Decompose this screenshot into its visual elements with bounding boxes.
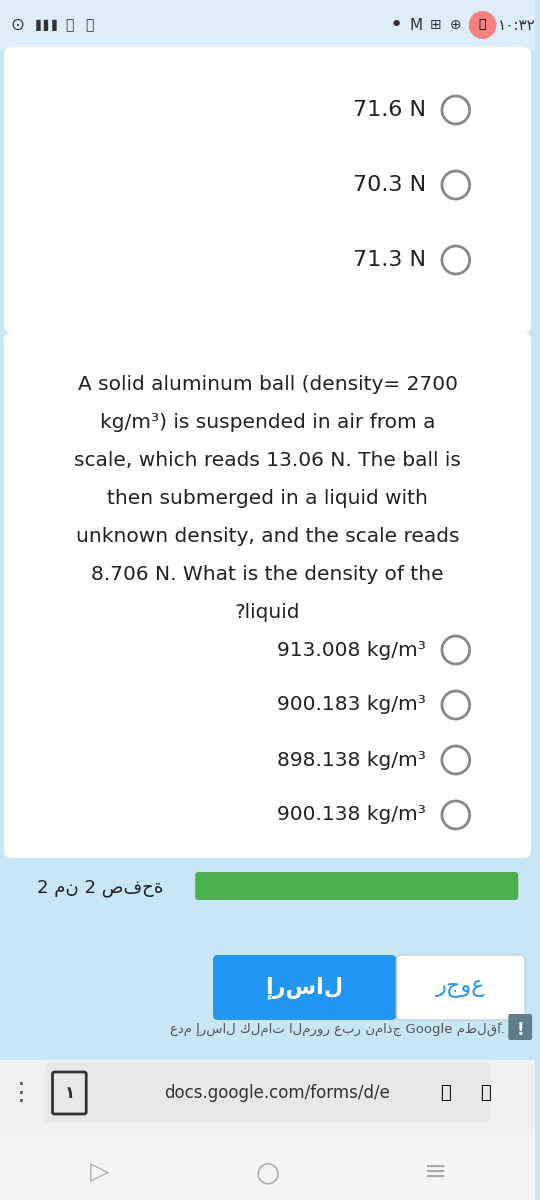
Text: 📶: 📶 bbox=[65, 18, 73, 32]
Text: 898.138 kg/m³: 898.138 kg/m³ bbox=[277, 750, 426, 769]
Text: M: M bbox=[410, 18, 423, 32]
Text: ⊕: ⊕ bbox=[450, 18, 462, 32]
Text: •: • bbox=[390, 14, 403, 35]
Text: 2 من 2 صفحة: 2 من 2 صفحة bbox=[37, 878, 164, 898]
Text: 71.6 N: 71.6 N bbox=[353, 100, 426, 120]
Circle shape bbox=[469, 11, 496, 38]
Text: ⊞: ⊞ bbox=[430, 18, 442, 32]
Text: 71.3 N: 71.3 N bbox=[353, 250, 426, 270]
Text: scale, which reads 13.06 N. The ball is: scale, which reads 13.06 N. The ball is bbox=[74, 451, 461, 470]
Text: ▷: ▷ bbox=[90, 1160, 109, 1184]
FancyBboxPatch shape bbox=[4, 47, 531, 332]
Text: 🎤: 🎤 bbox=[479, 18, 487, 31]
FancyBboxPatch shape bbox=[0, 860, 535, 955]
Text: 913.008 kg/m³: 913.008 kg/m³ bbox=[277, 641, 426, 660]
Text: ▐▐▐: ▐▐▐ bbox=[32, 19, 57, 31]
FancyBboxPatch shape bbox=[508, 1014, 532, 1040]
FancyBboxPatch shape bbox=[0, 1135, 535, 1200]
Text: !: ! bbox=[516, 1021, 524, 1039]
Text: ١٠:٣٢: ١٠:٣٢ bbox=[498, 18, 536, 32]
FancyBboxPatch shape bbox=[45, 1063, 490, 1123]
Text: 900.138 kg/m³: 900.138 kg/m³ bbox=[277, 805, 426, 824]
FancyBboxPatch shape bbox=[396, 955, 525, 1020]
Text: A solid aluminum ball (density= 2700: A solid aluminum ball (density= 2700 bbox=[78, 374, 457, 394]
Text: docs.google.com/forms/d/e: docs.google.com/forms/d/e bbox=[165, 1084, 390, 1102]
Text: kg/m³) is suspended in air from a: kg/m³) is suspended in air from a bbox=[100, 413, 435, 432]
Text: ١: ١ bbox=[64, 1084, 75, 1102]
FancyBboxPatch shape bbox=[0, 1060, 535, 1135]
FancyBboxPatch shape bbox=[0, 0, 535, 50]
Text: 8.706 N. What is the density of the: 8.706 N. What is the density of the bbox=[91, 565, 444, 584]
Text: ○: ○ bbox=[255, 1158, 280, 1186]
Text: 900.183 kg/m³: 900.183 kg/m³ bbox=[277, 696, 426, 714]
Text: 🔒: 🔒 bbox=[441, 1084, 451, 1102]
Text: عدم إرسال كلمات المرور عبر نماذج Google مطلقًا.: عدم إرسال كلمات المرور عبر نماذج Google … bbox=[171, 1022, 505, 1037]
Text: إرسال: إرسال bbox=[265, 977, 343, 1000]
Text: then submerged in a liquid with: then submerged in a liquid with bbox=[107, 490, 428, 508]
Text: unknown density, and the scale reads: unknown density, and the scale reads bbox=[76, 527, 460, 546]
FancyBboxPatch shape bbox=[4, 332, 531, 858]
Text: رجوع: رجوع bbox=[436, 978, 485, 998]
Text: ⊙: ⊙ bbox=[11, 16, 25, 34]
Text: ⏰: ⏰ bbox=[85, 18, 93, 32]
Text: 70.3 N: 70.3 N bbox=[353, 175, 426, 194]
FancyBboxPatch shape bbox=[195, 872, 518, 900]
FancyBboxPatch shape bbox=[213, 955, 396, 1020]
Text: 🛡: 🛡 bbox=[480, 1084, 491, 1102]
Text: ⋮: ⋮ bbox=[9, 1081, 35, 1105]
Text: ≡: ≡ bbox=[424, 1158, 448, 1186]
Text: ?liquid: ?liquid bbox=[235, 602, 300, 622]
